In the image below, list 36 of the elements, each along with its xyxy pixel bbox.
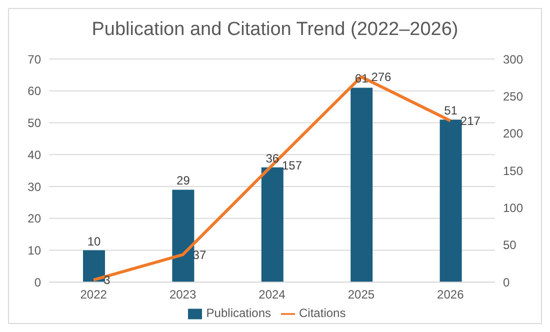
- y2-tick-label: 250: [503, 89, 524, 104]
- data-label: 157: [282, 158, 302, 173]
- y-tick-label: 20: [28, 212, 42, 226]
- legend-label: Citations: [299, 306, 346, 320]
- data-label: 3: [104, 273, 111, 288]
- y-tick-label: 10: [28, 244, 42, 258]
- y-tick-label: 50: [28, 116, 42, 130]
- x-tick-label: 2026: [437, 288, 464, 302]
- data-label: 10: [87, 234, 101, 248]
- x-tick-label: 2022: [80, 288, 108, 302]
- data-label: 29: [176, 174, 190, 188]
- y2-tick-label: 100: [503, 201, 524, 216]
- bar: [261, 167, 284, 282]
- data-label: 36: [266, 151, 280, 166]
- y2-tick-label: 200: [503, 126, 524, 141]
- y-tick-label: 40: [28, 148, 42, 162]
- x-tick-label: 2023: [169, 288, 196, 302]
- x-tick-label: 2025: [348, 288, 375, 302]
- y-tick-label: 70: [28, 52, 42, 66]
- y2-tick-label: 150: [503, 164, 524, 178]
- y-tick-label: 0: [34, 275, 42, 290]
- y-tick-label: 30: [28, 180, 42, 194]
- data-label: 51: [444, 104, 458, 118]
- y2-tick-label: 300: [503, 52, 524, 66]
- y2-tick-label: 0: [503, 275, 510, 290]
- chart-title: Publication and Citation Trend (2022–2026): [90, 18, 460, 42]
- x-tick-label: 2024: [258, 288, 286, 302]
- data-label: 217: [460, 114, 481, 128]
- data-label: 276: [371, 70, 392, 84]
- legend-label: Publications: [206, 306, 272, 320]
- y-tick-label: 60: [28, 84, 42, 98]
- bar: [440, 120, 462, 282]
- bar: [350, 88, 373, 282]
- bar: [172, 190, 194, 282]
- y2-tick-label: 50: [503, 238, 517, 252]
- bar: [83, 250, 105, 282]
